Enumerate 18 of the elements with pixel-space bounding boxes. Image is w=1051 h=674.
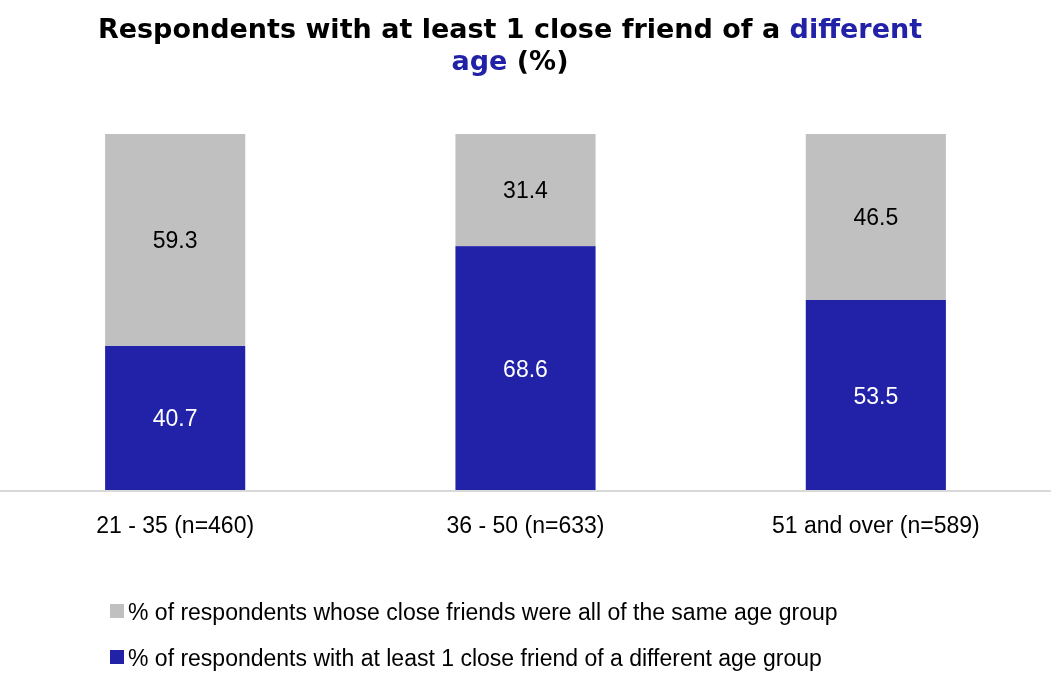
bar (455, 134, 596, 247)
data-label: 40.7 (152, 405, 198, 432)
bar (805, 300, 946, 491)
data-label: 59.3 (152, 226, 198, 253)
legend-label: % of respondents whose close friends were all of the same age group (128, 599, 838, 625)
x-tick-label: 36 - 50 (n=633) (446, 512, 605, 538)
data-label: 31.4 (503, 177, 549, 204)
chart-title: Respondents with at least 1 close friend of a different age (%) (97, 13, 923, 76)
bar (455, 246, 596, 491)
legend-label: % of respondents with at least 1 close friend of a different age group (128, 645, 822, 671)
data-label: 46.5 (853, 204, 899, 230)
data-label: 53.5 (853, 382, 899, 409)
x-tick-label: 51 and over (n=589) (771, 512, 980, 538)
bar (105, 134, 246, 346)
bar (105, 345, 246, 491)
data-label: 68.6 (503, 355, 548, 382)
bar (805, 134, 946, 301)
x-tick-label: 21 - 35 (n=460) (96, 512, 255, 538)
